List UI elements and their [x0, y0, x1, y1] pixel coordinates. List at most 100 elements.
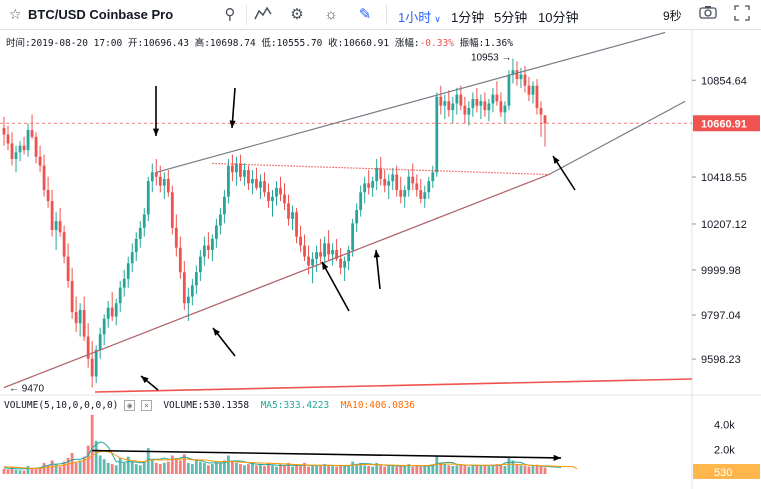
- settings-icon[interactable]: ⚙: [290, 6, 304, 23]
- volume-bar: [499, 465, 503, 474]
- candle-body: [359, 192, 363, 211]
- top-toolbar: ☆ BTC/USD Coinbase Pro ⚲ ⚙ ☼ ✎ 1小时 ∨ 1分钟 …: [0, 0, 761, 30]
- candle-body: [178, 247, 182, 273]
- volume-bar: [62, 461, 66, 474]
- candle-body: [287, 203, 290, 219]
- volume-bar: [507, 456, 511, 474]
- info-close: 收:10660.91: [328, 38, 390, 49]
- volume-bar: [291, 466, 294, 474]
- volume-bar: [182, 454, 186, 474]
- trendline-resistance-dotted: [212, 162, 550, 176]
- candle-body: [18, 145, 22, 153]
- volume-bar: [511, 460, 515, 474]
- candle-body: [439, 96, 443, 106]
- candle-body: [223, 196, 226, 215]
- candle-body: [435, 96, 439, 173]
- candle-body: [251, 178, 254, 184]
- candle-body: [227, 165, 230, 197]
- star-icon[interactable]: ☆: [9, 6, 22, 22]
- search-icon[interactable]: ⚲: [224, 6, 236, 23]
- volume-bar: [351, 461, 355, 474]
- toolbar-divider: [386, 5, 387, 25]
- candle-body: [126, 263, 130, 279]
- candle-body: [2, 127, 6, 135]
- price-axis-label: 10854.64: [701, 75, 747, 87]
- volume-bar: [279, 464, 282, 474]
- candle-body: [190, 285, 194, 297]
- candle-body: [523, 74, 527, 86]
- candle-body: [26, 130, 30, 151]
- volume-bar: [323, 464, 326, 474]
- candle-body: [142, 214, 146, 228]
- arrow-annotation: [321, 261, 350, 312]
- timeframe-5m[interactable]: 5分钟: [494, 10, 528, 25]
- volume-bar: [343, 465, 347, 474]
- candle-body: [50, 201, 54, 230]
- candle-body: [110, 307, 114, 317]
- candle-body: [375, 167, 379, 182]
- candle-body: [455, 94, 459, 104]
- theme-sun-icon[interactable]: ☼: [324, 6, 338, 23]
- candle-body: [419, 190, 423, 199]
- volume-bar: [527, 466, 531, 474]
- volume-bar: [235, 462, 238, 474]
- volume-bar: [275, 466, 278, 474]
- volume-legend: VOLUME(5,10,0,0,0,0) ◉ × VOLUME:530.1358…: [4, 400, 415, 411]
- candle-body: [355, 210, 359, 224]
- info-amplitude: 振幅:1.36%: [459, 38, 513, 49]
- volume-bar: [118, 457, 122, 474]
- chevron-down-icon: ∨: [434, 14, 441, 24]
- candle-body: [170, 192, 174, 228]
- trendline-support: [3, 173, 550, 389]
- volume-bar: [223, 460, 226, 474]
- volume-bar: [66, 457, 70, 474]
- volume-bar: [194, 459, 198, 474]
- volume-bar: [319, 465, 322, 474]
- camera-icon[interactable]: [697, 5, 719, 25]
- arrow-annotation-head: [141, 376, 149, 384]
- volume-bar: [371, 466, 375, 474]
- volume-bar: [170, 455, 174, 474]
- candle-body: [351, 223, 355, 250]
- volume-bar: [130, 461, 134, 474]
- volume-bar: [243, 465, 246, 474]
- volume-bar: [463, 465, 467, 474]
- timeframe-1h[interactable]: 1小时 ∨: [398, 10, 441, 25]
- candle-body: [6, 134, 10, 144]
- candle-body: [106, 307, 110, 319]
- volume-bar: [162, 462, 166, 474]
- volume-bar: [263, 465, 266, 474]
- candle-body: [335, 249, 339, 259]
- candle-body: [166, 178, 170, 193]
- low-annotation: ← 9470: [9, 384, 44, 395]
- timeframe-10m[interactable]: 10分钟: [538, 10, 579, 25]
- volume-bar: [311, 465, 314, 474]
- candle-body: [231, 165, 234, 173]
- candle-body: [371, 181, 375, 188]
- volume-bar: [467, 466, 471, 474]
- timeframe-1m[interactable]: 1分钟: [451, 10, 485, 25]
- price-axis-label: 10207.12: [701, 219, 747, 231]
- candle-body: [427, 181, 431, 193]
- candle-body: [34, 136, 38, 157]
- volume-bar: [299, 465, 302, 474]
- bar-style-icon[interactable]: [252, 5, 274, 25]
- candle-body: [271, 196, 274, 202]
- symbol-title[interactable]: BTC/USD Coinbase Pro: [28, 7, 174, 22]
- current-volume-badge: [693, 464, 760, 479]
- candle-body: [239, 163, 242, 177]
- info-time: 时间:2019-08-20 17:00: [6, 38, 123, 49]
- volume-bar: [267, 462, 270, 474]
- visibility-toggle-icon[interactable]: ◉: [124, 400, 136, 411]
- candle-body: [118, 287, 122, 304]
- candle-body: [146, 181, 150, 215]
- draw-pen-icon[interactable]: ✎: [358, 6, 372, 23]
- volume-value: VOLUME:530.1358: [163, 400, 250, 411]
- candle-body: [395, 174, 399, 191]
- info-change-value: -0.33%: [419, 38, 454, 49]
- volume-bar: [30, 469, 34, 474]
- close-icon[interactable]: ×: [140, 400, 152, 411]
- fullscreen-icon[interactable]: [731, 5, 753, 25]
- ma10-line: [3, 450, 578, 470]
